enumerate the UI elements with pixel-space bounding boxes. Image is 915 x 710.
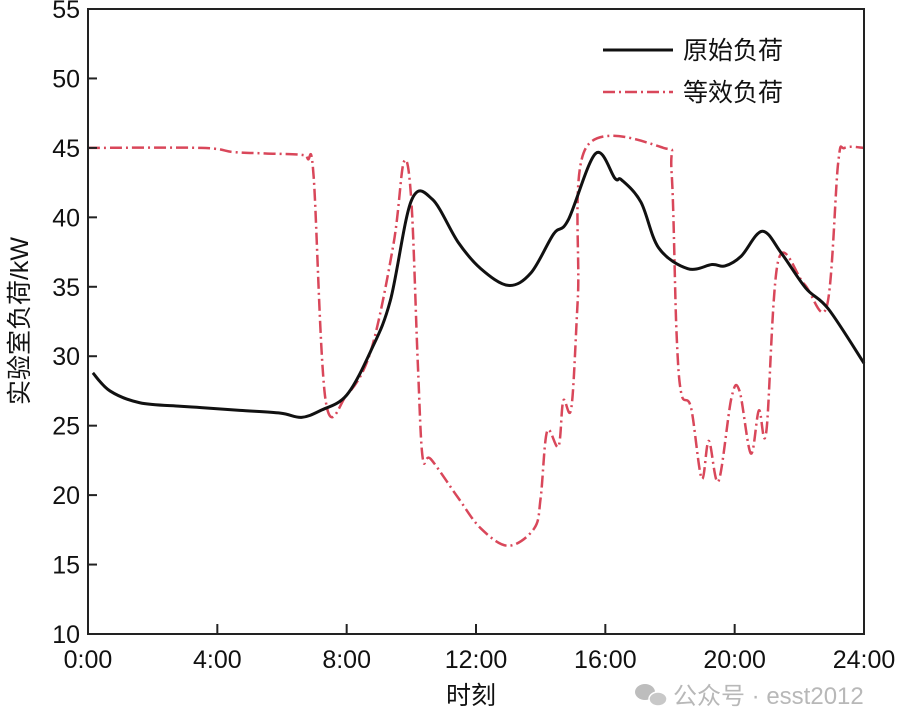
legend-label-equivalent: 等效负荷 xyxy=(683,79,783,107)
chart-marks xyxy=(87,134,866,548)
x-tick-label: 4:00 xyxy=(193,646,242,674)
x-tick-label: 16:00 xyxy=(574,646,637,674)
series-line-original-load xyxy=(91,150,866,419)
y-tick-label: 30 xyxy=(52,343,80,371)
x-tick-label: 24:00 xyxy=(833,646,896,674)
x-tick-label: 0:00 xyxy=(64,646,113,674)
watermark: 公众号 · esst2012 xyxy=(635,683,864,710)
axes: 10 15 20 25 30 35 40 45 50 55 0:00 4:00 8:00 12:00 16:… xyxy=(52,0,895,674)
y-tick-label: 20 xyxy=(52,482,80,510)
y-tick-label: 50 xyxy=(52,65,80,93)
x-tick-label: 8:00 xyxy=(322,646,371,674)
x-tick-label: 12:00 xyxy=(445,646,508,674)
x-tick-label: 20:00 xyxy=(703,646,766,674)
y-tick-label: 45 xyxy=(52,135,80,163)
legend-label-original: 原始负荷 xyxy=(683,37,783,65)
y-tick-label: 55 xyxy=(52,0,80,24)
legend: 原始负荷 等效负荷 xyxy=(603,37,783,107)
watermark-text: 公众号 · esst2012 xyxy=(673,683,864,710)
series-line-equivalent-load xyxy=(87,134,865,548)
y-tick-label: 15 xyxy=(52,552,80,580)
y-tick-label: 40 xyxy=(52,204,80,232)
y-tick-label: 25 xyxy=(52,413,80,441)
y-axis-label: 实验室负荷/kW xyxy=(6,237,34,405)
y-tick-label: 35 xyxy=(52,274,80,302)
wechat-icon xyxy=(635,684,668,707)
x-axis-label: 时刻 xyxy=(446,682,496,710)
y-tick-label: 10 xyxy=(52,621,80,649)
